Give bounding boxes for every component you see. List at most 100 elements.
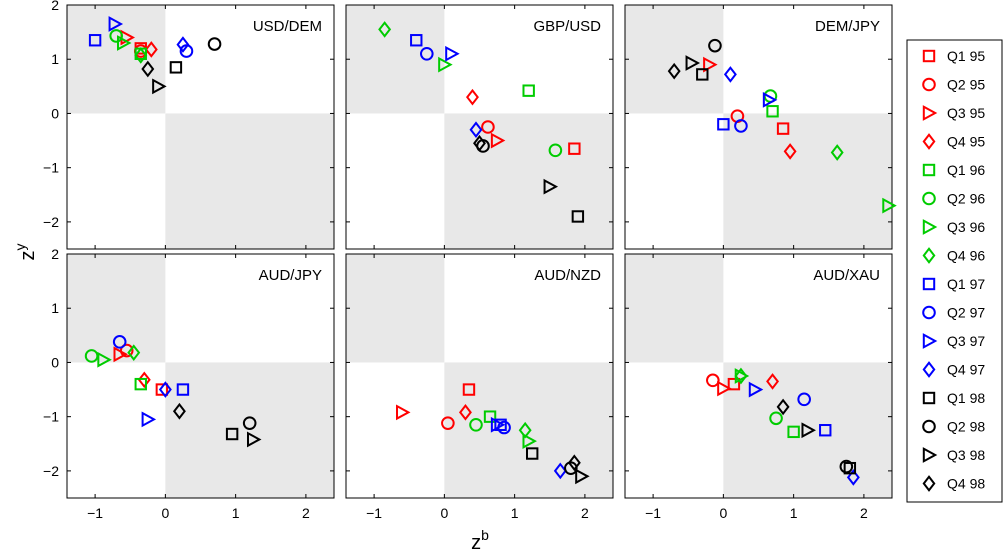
- panel-title: AUD/NZD: [534, 267, 601, 284]
- x-tick-label: 1: [511, 505, 519, 521]
- legend-item: Q2 98: [922, 419, 985, 435]
- point-q1-96: [787, 425, 800, 439]
- legend-marker: [922, 475, 936, 492]
- legend-item: Q3 95: [922, 105, 985, 121]
- point-q3-98: [246, 431, 262, 448]
- shaded-quadrant: [723, 362, 892, 498]
- legend-label: Q4 95: [947, 134, 985, 150]
- legend-marker: [922, 219, 938, 235]
- y-tick-label: 2: [51, 0, 59, 13]
- x-tick-label: −1: [366, 505, 382, 521]
- panel-frame: [624, 253, 893, 499]
- x-tick-label: 1: [232, 505, 240, 521]
- shaded-quadrant: [723, 113, 892, 249]
- point-q4-95: [458, 403, 472, 421]
- point-q4-96: [127, 344, 141, 362]
- legend-item: Q1 95: [922, 48, 985, 64]
- panel-title: USD/DEM: [253, 18, 322, 35]
- y-axis-label: zy: [12, 244, 39, 261]
- legend-item: Q3 98: [922, 447, 985, 463]
- y-tick-label: −1: [43, 409, 59, 425]
- legend-marker: [922, 391, 936, 405]
- point-q1-96: [766, 105, 779, 118]
- x-tick-label: 1: [790, 505, 798, 521]
- panel-aud-nzd: −1 0 1 2 AUD/NZD: [345, 253, 614, 521]
- point-q3-97: [748, 381, 764, 398]
- point-q1-98: [696, 68, 709, 81]
- legend-item: Q4 96: [922, 247, 985, 264]
- point-q3-96: [438, 56, 453, 73]
- point-q3-98: [575, 468, 590, 485]
- point-q3-98: [801, 422, 816, 439]
- point-q4-96: [734, 367, 748, 385]
- y-tick-label: 1: [51, 51, 59, 67]
- y-tick-label: 1: [51, 300, 59, 316]
- x-tick-label: −1: [645, 505, 661, 521]
- point-q1-97: [494, 418, 507, 432]
- point-q2-97: [734, 119, 748, 133]
- point-q4-96: [378, 21, 392, 38]
- y-axis-label-superscript: y: [12, 244, 28, 251]
- point-q1-96: [483, 410, 497, 423]
- point-q3-98: [543, 178, 559, 195]
- point-q4-98: [473, 134, 486, 152]
- legend-marker: [922, 333, 938, 349]
- point-q2-98: [242, 416, 257, 430]
- x-tick-label: 0: [161, 505, 169, 521]
- point-q1-95: [568, 142, 581, 155]
- y-tick-label: −2: [43, 214, 59, 230]
- shaded-quadrant: [625, 254, 724, 363]
- shaded-quadrant: [346, 254, 445, 363]
- legend-marker: [922, 49, 936, 63]
- x-tick-label: −1: [87, 505, 103, 521]
- point-q4-98: [172, 402, 186, 420]
- panel-title: AUD/XAU: [813, 267, 880, 284]
- point-q2-95: [481, 120, 495, 134]
- legend-label: Q2 98: [947, 419, 985, 435]
- point-q1-97: [176, 383, 190, 396]
- panel-usd-dem: −2 −1 0 1 2 USD/DEM: [43, 0, 335, 250]
- legend-label: Q2 96: [947, 191, 985, 207]
- legend-label: Q1 97: [947, 276, 985, 292]
- legend-item: Q2 95: [922, 77, 985, 93]
- point-q3-97: [762, 92, 778, 108]
- point-q2-97: [797, 392, 811, 407]
- point-q4-97: [469, 121, 483, 139]
- point-q1-97: [819, 424, 832, 437]
- point-q1-98: [525, 447, 539, 460]
- point-q4-97: [553, 462, 567, 480]
- legend-item: Q2 97: [922, 305, 985, 321]
- data-points: [88, 16, 222, 95]
- point-q3-95: [396, 404, 411, 421]
- point-q3-96: [97, 351, 112, 368]
- legend-item: Q1 97: [922, 276, 985, 292]
- legend-marker: [922, 77, 936, 92]
- y-tick-label: 0: [51, 105, 59, 121]
- point-q2-98: [564, 461, 578, 475]
- point-q4-98: [141, 60, 155, 78]
- legend-label: Q4 96: [947, 248, 985, 264]
- y-tick-label: 0: [51, 354, 59, 370]
- point-q4-96: [830, 144, 844, 161]
- point-q1-97: [410, 34, 423, 47]
- point-q4-98: [667, 62, 681, 80]
- point-q3-96: [117, 35, 132, 51]
- point-q1-96: [134, 377, 147, 391]
- point-q4-95: [783, 143, 797, 160]
- data-points: [706, 367, 860, 486]
- point-q2-98: [708, 38, 722, 53]
- point-q2-95: [441, 416, 455, 430]
- x-axis-label: zb: [471, 527, 489, 554]
- x-tick-label: 2: [860, 505, 868, 521]
- legend-marker: [922, 105, 938, 121]
- point-q4-96: [134, 47, 148, 64]
- shaded-quadrant: [444, 362, 613, 498]
- legend-item: Q1 96: [922, 162, 985, 178]
- shaded-quadrant: [67, 254, 166, 363]
- panel-title: AUD/JPY: [259, 267, 322, 284]
- shaded-quadrant: [67, 5, 166, 114]
- legend-marker: [922, 191, 936, 206]
- panel-grid: −2 −1 0 1 2 USD/DEM GBP/USD DEM/JPY −1 0 1 2 −2 −1 0 1 2…: [43, 0, 897, 521]
- point-q1-98: [571, 210, 585, 223]
